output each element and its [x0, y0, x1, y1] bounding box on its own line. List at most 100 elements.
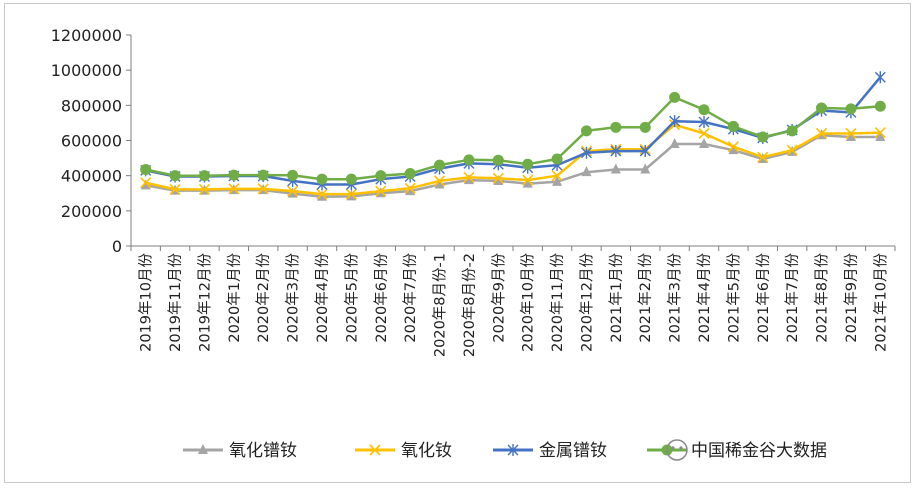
x-tick-label: 2020年5月份 — [343, 253, 360, 343]
x-tick-label: 2019年12月份 — [196, 253, 213, 352]
legend: 氧化镨钕 氧化钕 金属镨钕 — [183, 441, 687, 461]
x-tick-label: 2021年7月份 — [784, 253, 801, 343]
x-tick-label: 2021年8月份 — [814, 253, 831, 343]
data-point — [580, 125, 592, 137]
data-point — [375, 185, 387, 197]
x-tick-label: 2020年6月份 — [373, 253, 390, 343]
data-point — [522, 174, 534, 186]
y-axis-ticks: 0 200000 400000 600000 800000 1000000 1200000 — [51, 26, 131, 256]
data-point — [845, 127, 857, 140]
series-layer — [140, 71, 886, 201]
data-point — [463, 174, 474, 185]
data-point — [287, 187, 298, 198]
x-tick-label: 2020年10月份 — [520, 253, 537, 352]
x-tick-label: 2021年9月份 — [843, 253, 860, 343]
x-tick-label: 2021年1月份 — [608, 253, 625, 343]
x-tick-label: 2020年8月份-2 — [461, 253, 478, 357]
brand-icon — [13, 461, 29, 477]
series-line — [145, 76, 882, 186]
x-tick-label: 2020年7月份 — [402, 253, 419, 343]
x-tick-label: 2019年10月份 — [138, 253, 155, 352]
data-point — [552, 175, 563, 186]
series-4 — [140, 91, 886, 185]
data-point — [874, 127, 886, 139]
series-line — [145, 133, 881, 199]
y-tick-label: 600000 — [61, 132, 122, 151]
y-tick-label: 200000 — [61, 202, 122, 221]
x-tick-label: 2020年4月份 — [314, 253, 331, 343]
wechat-icon-dot — [679, 446, 683, 450]
chart-frame: 0 200000 400000 600000 800000 1000000 1200000 … — [4, 3, 911, 483]
legend-marker — [369, 444, 381, 456]
watermarks: 中国稀金谷大数据 大数跨境 — [13, 439, 827, 479]
data-point — [845, 103, 857, 115]
data-point — [169, 170, 181, 182]
data-point — [669, 91, 681, 103]
legend-label: 氧化钕 — [401, 441, 452, 461]
corner-watermark-text: 大数跨境 — [35, 461, 95, 479]
data-point — [610, 163, 621, 174]
data-point — [522, 177, 533, 188]
data-point — [492, 172, 504, 184]
data-point — [228, 183, 240, 195]
series-line — [145, 123, 881, 196]
corner-watermark: 大数跨境 — [13, 461, 95, 479]
data-point — [640, 163, 651, 174]
wechat-watermark: 中国稀金谷大数据 — [666, 439, 827, 461]
data-point — [610, 121, 622, 133]
data-point — [198, 183, 211, 195]
data-point — [786, 144, 798, 156]
data-point — [551, 170, 563, 182]
x-tick-label: 2020年11月份 — [549, 253, 566, 352]
data-point — [874, 100, 886, 112]
data-point — [698, 116, 710, 129]
x-tick-label: 2020年3月份 — [285, 253, 302, 343]
legend-item: 氧化镨钕 — [183, 441, 297, 461]
data-point — [140, 177, 152, 189]
data-point — [728, 144, 739, 155]
data-point — [287, 185, 299, 197]
data-point — [639, 121, 651, 133]
data-point — [699, 138, 709, 149]
data-point — [610, 145, 622, 158]
data-point — [669, 138, 680, 149]
chart-axes — [130, 35, 895, 247]
series-3 — [140, 71, 886, 191]
data-point — [404, 168, 416, 180]
data-point — [757, 131, 769, 143]
x-tick-label: 2021年2月份 — [637, 253, 654, 343]
data-point — [698, 104, 710, 116]
data-point — [551, 153, 563, 165]
line-chart: 020000040000060000080000010000001200000 … — [13, 26, 896, 479]
data-point — [845, 130, 856, 141]
data-point — [493, 174, 504, 185]
y-tick-label: 1000000 — [51, 61, 122, 80]
data-point — [316, 173, 328, 185]
wechat-icon — [666, 439, 688, 461]
data-point — [463, 171, 475, 183]
x-tick-label: 2020年12月份 — [578, 253, 595, 352]
x-tick-label: 2020年2月份 — [255, 253, 272, 343]
data-point — [287, 169, 299, 181]
data-point — [228, 169, 240, 181]
data-point — [405, 185, 416, 196]
x-tick-label: 2020年1月份 — [226, 253, 243, 343]
y-tick-label: 800000 — [61, 96, 122, 115]
data-point — [580, 146, 592, 159]
data-point — [698, 127, 710, 140]
data-point — [198, 170, 210, 182]
y-tick-label: 1200000 — [51, 26, 122, 45]
data-point — [492, 154, 504, 166]
legend-item: 金属镨钕 — [493, 441, 607, 461]
legend-marker — [198, 444, 208, 454]
data-point — [140, 164, 152, 176]
data-point — [727, 120, 739, 132]
x-tick-label: 2021年4月份 — [696, 253, 713, 343]
data-point — [169, 183, 181, 195]
data-point — [786, 125, 798, 137]
data-point — [874, 71, 886, 84]
data-point — [639, 145, 651, 158]
legend-item: 氧化钕 — [355, 441, 452, 461]
legend-label: 氧化镨钕 — [229, 441, 297, 461]
data-point — [346, 190, 357, 201]
